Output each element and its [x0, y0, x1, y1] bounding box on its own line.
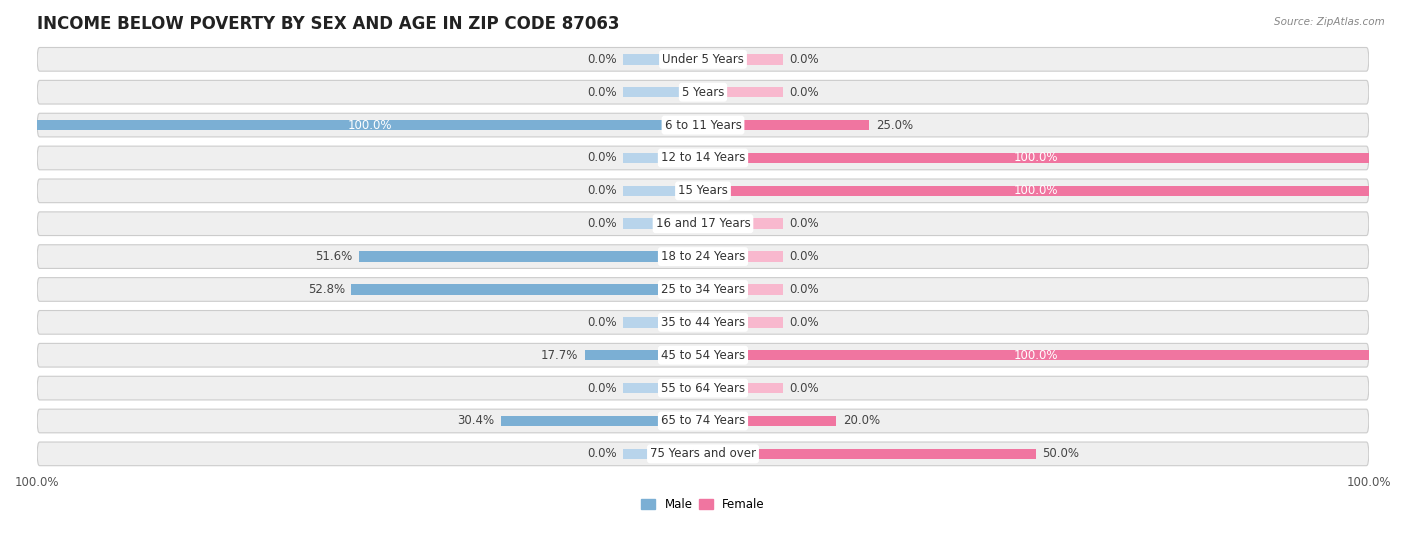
Bar: [703, 449, 1036, 459]
Bar: [703, 350, 1369, 361]
Text: Under 5 Years: Under 5 Years: [662, 53, 744, 66]
Text: 45 to 54 Years: 45 to 54 Years: [661, 349, 745, 362]
Text: 0.0%: 0.0%: [790, 316, 820, 329]
Bar: [703, 252, 783, 262]
Text: 12 to 14 Years: 12 to 14 Years: [661, 151, 745, 164]
FancyBboxPatch shape: [37, 376, 1369, 400]
Bar: [703, 383, 783, 394]
Text: 100.0%: 100.0%: [347, 119, 392, 131]
Text: 18 to 24 Years: 18 to 24 Years: [661, 250, 745, 263]
Bar: [623, 284, 703, 295]
Bar: [623, 383, 703, 394]
Bar: [703, 87, 783, 97]
Text: 100.0%: 100.0%: [1014, 349, 1059, 362]
Bar: [623, 449, 703, 459]
Text: 0.0%: 0.0%: [586, 382, 616, 395]
Text: 0.0%: 0.0%: [790, 217, 820, 230]
Bar: [703, 153, 783, 163]
Text: 0.0%: 0.0%: [790, 283, 820, 296]
Text: 0.0%: 0.0%: [586, 151, 616, 164]
Bar: [352, 284, 703, 295]
Legend: Male, Female: Male, Female: [637, 493, 769, 516]
Text: 30.4%: 30.4%: [457, 414, 494, 428]
Text: 0.0%: 0.0%: [586, 86, 616, 99]
Text: 15 Years: 15 Years: [678, 184, 728, 197]
FancyBboxPatch shape: [37, 310, 1369, 334]
Bar: [703, 186, 783, 196]
FancyBboxPatch shape: [37, 146, 1369, 170]
Text: 5 Years: 5 Years: [682, 86, 724, 99]
FancyBboxPatch shape: [37, 245, 1369, 268]
Bar: [623, 54, 703, 65]
FancyBboxPatch shape: [37, 442, 1369, 466]
Bar: [703, 449, 783, 459]
Text: 35 to 44 Years: 35 to 44 Years: [661, 316, 745, 329]
Text: 0.0%: 0.0%: [586, 217, 616, 230]
Text: 0.0%: 0.0%: [790, 86, 820, 99]
Bar: [703, 416, 837, 427]
Bar: [703, 54, 783, 65]
FancyBboxPatch shape: [37, 278, 1369, 301]
Text: 50.0%: 50.0%: [1042, 447, 1080, 461]
Bar: [703, 219, 783, 229]
Bar: [703, 350, 783, 361]
Bar: [37, 120, 703, 130]
Text: 16 and 17 Years: 16 and 17 Years: [655, 217, 751, 230]
Text: 20.0%: 20.0%: [842, 414, 880, 428]
Bar: [623, 350, 703, 361]
Text: 25.0%: 25.0%: [876, 119, 914, 131]
Bar: [703, 153, 1369, 163]
FancyBboxPatch shape: [37, 48, 1369, 71]
Text: 0.0%: 0.0%: [586, 447, 616, 461]
Bar: [501, 416, 703, 427]
FancyBboxPatch shape: [37, 113, 1369, 137]
Text: 0.0%: 0.0%: [586, 53, 616, 66]
Bar: [623, 120, 703, 130]
Bar: [703, 317, 783, 328]
Bar: [703, 416, 783, 427]
Text: 100.0%: 100.0%: [1014, 184, 1059, 197]
Bar: [623, 219, 703, 229]
Text: 52.8%: 52.8%: [308, 283, 344, 296]
Text: 6 to 11 Years: 6 to 11 Years: [665, 119, 741, 131]
Bar: [623, 153, 703, 163]
Bar: [623, 252, 703, 262]
FancyBboxPatch shape: [37, 80, 1369, 104]
FancyBboxPatch shape: [37, 409, 1369, 433]
Bar: [623, 186, 703, 196]
Text: Source: ZipAtlas.com: Source: ZipAtlas.com: [1274, 17, 1385, 27]
Text: 55 to 64 Years: 55 to 64 Years: [661, 382, 745, 395]
Bar: [703, 120, 783, 130]
Bar: [703, 120, 869, 130]
Text: 0.0%: 0.0%: [790, 53, 820, 66]
Text: 17.7%: 17.7%: [541, 349, 578, 362]
Text: 25 to 34 Years: 25 to 34 Years: [661, 283, 745, 296]
FancyBboxPatch shape: [37, 179, 1369, 203]
Text: 100.0%: 100.0%: [1014, 151, 1059, 164]
Bar: [703, 186, 1369, 196]
Text: 0.0%: 0.0%: [586, 316, 616, 329]
Bar: [623, 87, 703, 97]
Text: 65 to 74 Years: 65 to 74 Years: [661, 414, 745, 428]
Bar: [703, 284, 783, 295]
Bar: [623, 416, 703, 427]
Bar: [360, 252, 703, 262]
FancyBboxPatch shape: [37, 212, 1369, 235]
FancyBboxPatch shape: [37, 343, 1369, 367]
Text: 75 Years and over: 75 Years and over: [650, 447, 756, 461]
Text: 0.0%: 0.0%: [790, 382, 820, 395]
Text: INCOME BELOW POVERTY BY SEX AND AGE IN ZIP CODE 87063: INCOME BELOW POVERTY BY SEX AND AGE IN Z…: [37, 15, 620, 33]
Bar: [623, 317, 703, 328]
Text: 0.0%: 0.0%: [586, 184, 616, 197]
Text: 0.0%: 0.0%: [790, 250, 820, 263]
Text: 51.6%: 51.6%: [315, 250, 353, 263]
Bar: [585, 350, 703, 361]
